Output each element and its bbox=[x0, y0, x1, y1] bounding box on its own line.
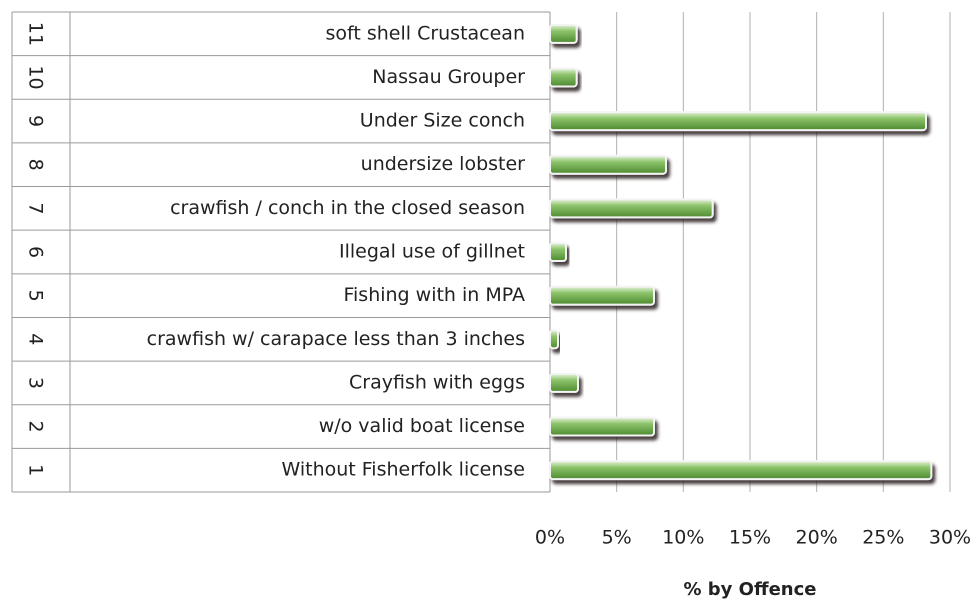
category-label: w/o valid boat license bbox=[319, 415, 525, 437]
bar bbox=[549, 154, 667, 175]
bar bbox=[549, 198, 714, 219]
category-number: 11 bbox=[25, 22, 47, 46]
x-tick-label: 0% bbox=[535, 527, 565, 549]
category-label: soft shell Crustacean bbox=[325, 22, 525, 44]
x-tick-label: 5% bbox=[602, 527, 632, 549]
category-number: 1 bbox=[25, 464, 47, 476]
x-tick-label: 10% bbox=[662, 527, 704, 549]
bar bbox=[549, 23, 578, 44]
category-number: 3 bbox=[25, 377, 47, 389]
category-label: Crayfish with eggs bbox=[349, 371, 525, 393]
category-number: 6 bbox=[25, 246, 47, 258]
bar bbox=[549, 372, 579, 393]
bar bbox=[549, 111, 927, 132]
category-label: Fishing with in MPA bbox=[343, 284, 525, 306]
category-number: 5 bbox=[25, 290, 47, 302]
category-number: 8 bbox=[25, 159, 47, 171]
bar bbox=[549, 242, 567, 262]
bar bbox=[549, 67, 578, 88]
category-label: Nassau Grouper bbox=[372, 66, 525, 88]
x-tick-label: 20% bbox=[796, 527, 838, 549]
bar bbox=[549, 285, 655, 306]
category-label: Under Size conch bbox=[360, 110, 525, 132]
category-number: 9 bbox=[25, 115, 47, 127]
category-number: 10 bbox=[25, 65, 47, 89]
category-label: crawfish w/ carapace less than 3 inches bbox=[147, 328, 525, 350]
category-label: crawfish / conch in the closed season bbox=[170, 197, 525, 219]
x-tick-label: 15% bbox=[729, 527, 771, 549]
bar bbox=[549, 460, 933, 481]
bar bbox=[549, 416, 655, 437]
x-tick-label: 25% bbox=[862, 527, 904, 549]
x-axis-title: % by Offence bbox=[684, 579, 817, 600]
bar bbox=[549, 329, 559, 350]
category-number: 7 bbox=[25, 202, 47, 214]
category-number: 4 bbox=[25, 333, 47, 345]
category-number: 2 bbox=[25, 420, 47, 432]
category-label: Without Fisherfolk license bbox=[281, 459, 525, 481]
category-label: undersize lobster bbox=[361, 153, 526, 175]
category-label: Illegal use of gillnet bbox=[339, 241, 525, 263]
x-tick-label: 30% bbox=[929, 527, 971, 549]
